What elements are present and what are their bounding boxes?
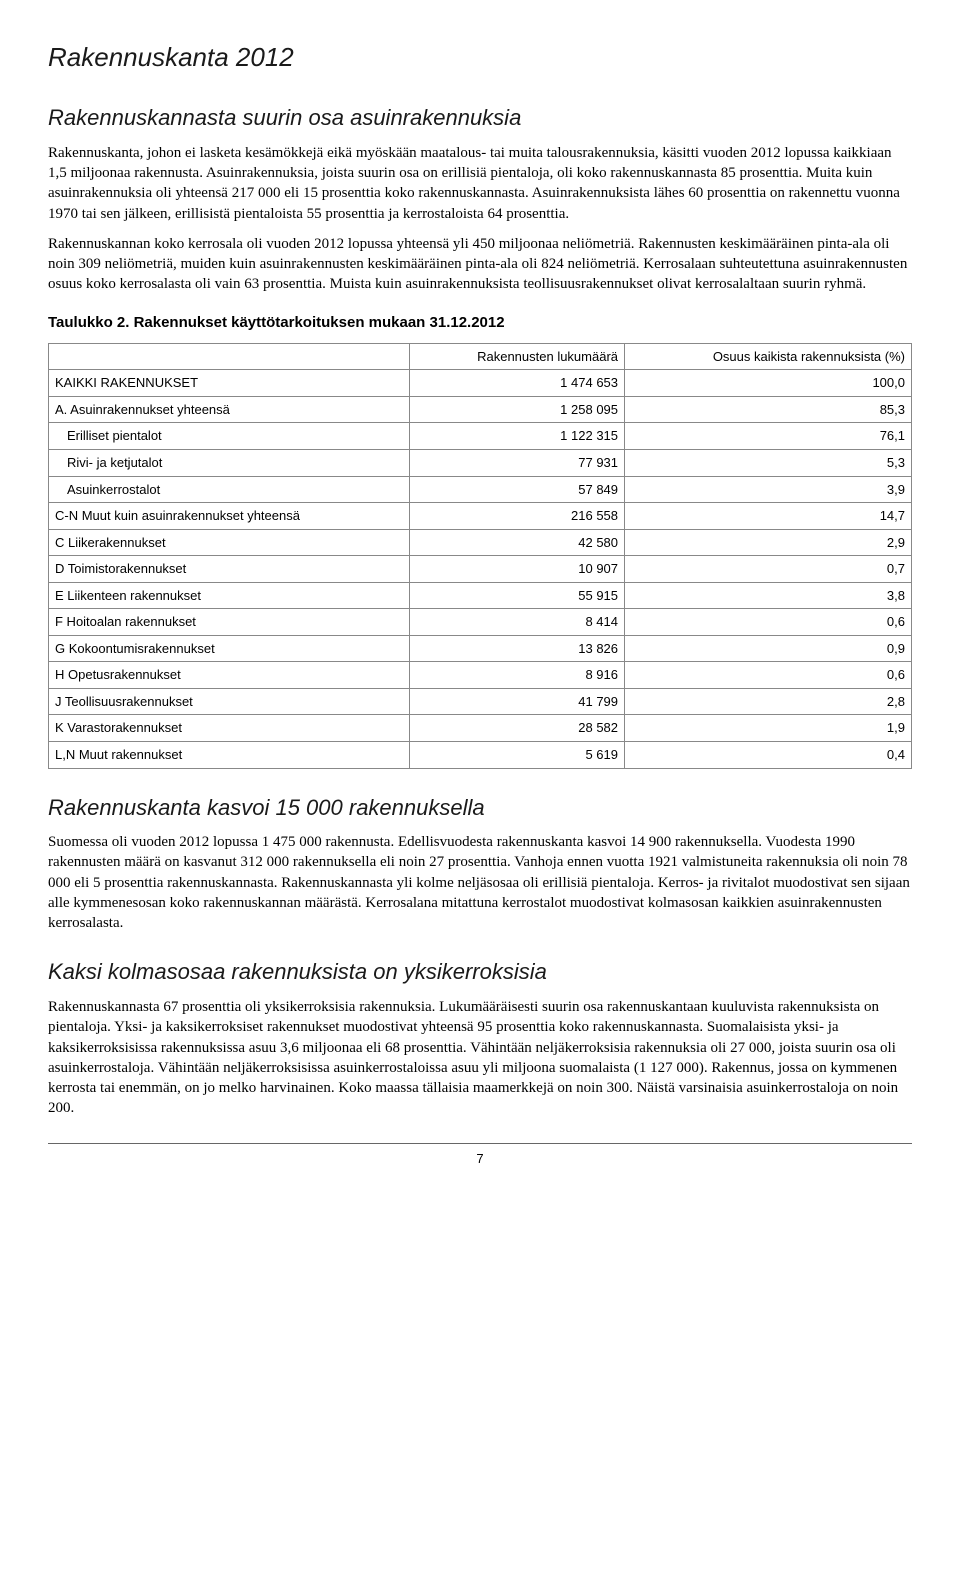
row-pct: 0,7: [625, 556, 912, 583]
row-pct: 0,4: [625, 741, 912, 768]
row-count: 57 849: [409, 476, 624, 503]
row-count: 5 619: [409, 741, 624, 768]
section-heading-1: Rakennuskannasta suurin osa asuinrakennu…: [48, 103, 912, 133]
row-label: D Toimistorakennukset: [49, 556, 410, 583]
row-count: 41 799: [409, 688, 624, 715]
row-count: 216 558: [409, 503, 624, 530]
row-label: H Opetusrakennukset: [49, 662, 410, 689]
table-col-1: Rakennusten lukumäärä: [409, 343, 624, 370]
row-label: G Kokoontumisrakennukset: [49, 635, 410, 662]
table-row: G Kokoontumisrakennukset13 8260,9: [49, 635, 912, 662]
row-label: KAIKKI RAKENNUKSET: [49, 370, 410, 397]
section-heading-3: Kaksi kolmasosaa rakennuksista on yksike…: [48, 957, 912, 987]
row-label: K Varastorakennukset: [49, 715, 410, 742]
section-heading-2: Rakennuskanta kasvoi 15 000 rakennuksell…: [48, 793, 912, 823]
table-row: E Liikenteen rakennukset55 9153,8: [49, 582, 912, 609]
table-row: Erilliset pientalot1 122 31576,1: [49, 423, 912, 450]
row-pct: 3,8: [625, 582, 912, 609]
row-pct: 3,9: [625, 476, 912, 503]
row-count: 13 826: [409, 635, 624, 662]
row-pct: 2,9: [625, 529, 912, 556]
row-label: A. Asuinrakennukset yhteensä: [49, 396, 410, 423]
row-label: L,N Muut rakennukset: [49, 741, 410, 768]
paragraph-4: Rakennuskannasta 67 prosenttia oli yksik…: [48, 997, 912, 1119]
row-label: Rivi- ja ketjutalot: [49, 449, 410, 476]
row-pct: 100,0: [625, 370, 912, 397]
row-count: 77 931: [409, 449, 624, 476]
table-row: Asuinkerrostalot57 8493,9: [49, 476, 912, 503]
paragraph-1: Rakennuskanta, johon ei lasketa kesämökk…: [48, 143, 912, 224]
row-count: 1 258 095: [409, 396, 624, 423]
row-pct: 0,6: [625, 609, 912, 636]
table-row: A. Asuinrakennukset yhteensä1 258 09585,…: [49, 396, 912, 423]
row-pct: 0,6: [625, 662, 912, 689]
page-number: 7: [48, 1143, 912, 1168]
table-row: KAIKKI RAKENNUKSET1 474 653100,0: [49, 370, 912, 397]
row-label: Asuinkerrostalot: [49, 476, 410, 503]
buildings-table: Rakennusten lukumäärä Osuus kaikista rak…: [48, 343, 912, 769]
table-row: Rivi- ja ketjutalot77 9315,3: [49, 449, 912, 476]
table-row: L,N Muut rakennukset5 6190,4: [49, 741, 912, 768]
row-count: 1 122 315: [409, 423, 624, 450]
row-label: Erilliset pientalot: [49, 423, 410, 450]
paragraph-2: Rakennuskannan koko kerrosala oli vuoden…: [48, 234, 912, 295]
table-row: D Toimistorakennukset10 9070,7: [49, 556, 912, 583]
row-label: F Hoitoalan rakennukset: [49, 609, 410, 636]
table-row: J Teollisuusrakennukset41 7992,8: [49, 688, 912, 715]
table-row: C-N Muut kuin asuinrakennukset yhteensä2…: [49, 503, 912, 530]
row-pct: 14,7: [625, 503, 912, 530]
table-row: K Varastorakennukset28 5821,9: [49, 715, 912, 742]
table-title: Taulukko 2. Rakennukset käyttötarkoituks…: [48, 313, 912, 333]
table-col-2: Osuus kaikista rakennuksista (%): [625, 343, 912, 370]
row-count: 8 916: [409, 662, 624, 689]
row-pct: 85,3: [625, 396, 912, 423]
row-label: C-N Muut kuin asuinrakennukset yhteensä: [49, 503, 410, 530]
row-label: E Liikenteen rakennukset: [49, 582, 410, 609]
row-count: 28 582: [409, 715, 624, 742]
row-label: C Liikerakennukset: [49, 529, 410, 556]
table-row: C Liikerakennukset42 5802,9: [49, 529, 912, 556]
row-count: 42 580: [409, 529, 624, 556]
page-title: Rakennuskanta 2012: [48, 40, 912, 75]
row-pct: 1,9: [625, 715, 912, 742]
row-count: 10 907: [409, 556, 624, 583]
row-count: 55 915: [409, 582, 624, 609]
row-count: 1 474 653: [409, 370, 624, 397]
table-row: F Hoitoalan rakennukset8 4140,6: [49, 609, 912, 636]
row-pct: 2,8: [625, 688, 912, 715]
row-count: 8 414: [409, 609, 624, 636]
row-label: J Teollisuusrakennukset: [49, 688, 410, 715]
paragraph-3: Suomessa oli vuoden 2012 lopussa 1 475 0…: [48, 832, 912, 933]
row-pct: 5,3: [625, 449, 912, 476]
table-row: H Opetusrakennukset8 9160,6: [49, 662, 912, 689]
row-pct: 0,9: [625, 635, 912, 662]
row-pct: 76,1: [625, 423, 912, 450]
